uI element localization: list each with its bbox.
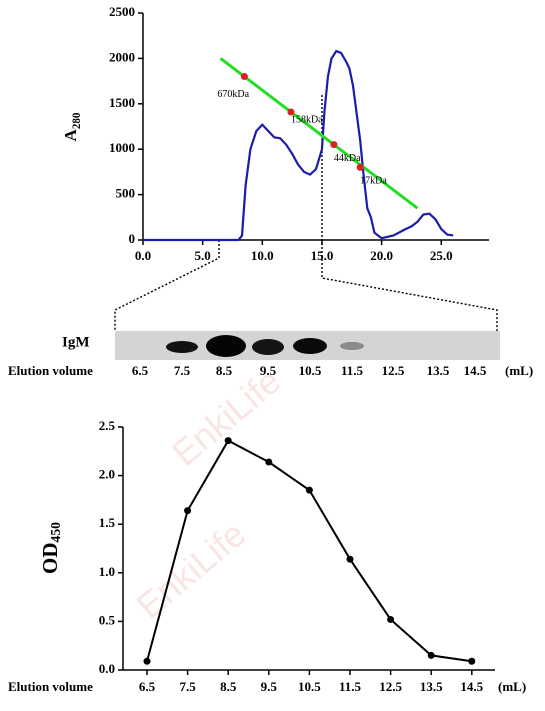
y-axis-label: OD450 bbox=[38, 522, 63, 574]
series-line bbox=[219, 57, 419, 210]
gel-band bbox=[340, 342, 364, 350]
y-axis-label-main: A bbox=[61, 128, 80, 141]
gel-label: IgM bbox=[62, 334, 90, 350]
y-axis-label-sub: 450 bbox=[48, 522, 63, 543]
data-point bbox=[305, 486, 313, 494]
gel-band bbox=[166, 341, 198, 353]
connector bbox=[321, 95, 498, 331]
series-line bbox=[143, 49, 454, 242]
y-tick-label: 2500 bbox=[109, 4, 135, 19]
x-tick-label: 10.5 bbox=[298, 679, 321, 694]
gel-lane-label: 14.5 bbox=[464, 363, 487, 378]
data-point bbox=[387, 615, 395, 623]
gel-x-label: Elution volume bbox=[8, 363, 93, 378]
marker-point bbox=[287, 108, 295, 116]
gel-lane-label: 13.5 bbox=[427, 363, 450, 378]
gel-lane-label: 9.5 bbox=[260, 363, 277, 378]
y-axis-label-sub: 280 bbox=[71, 112, 83, 129]
y-tick-label: 1.0 bbox=[99, 564, 115, 579]
gel-lane-label: 7.5 bbox=[174, 363, 191, 378]
x-tick-label: 11.5 bbox=[339, 679, 362, 694]
y-tick-label: 500 bbox=[116, 186, 136, 201]
y-tick-label: 0 bbox=[129, 231, 136, 246]
marker-point bbox=[330, 141, 338, 149]
x-unit: (mL) bbox=[498, 679, 526, 694]
y-tick-label: 0.0 bbox=[99, 661, 115, 676]
y-tick-label: 0.5 bbox=[99, 612, 116, 627]
gel-band bbox=[206, 335, 246, 357]
x-tick-label: 13.5 bbox=[420, 679, 443, 694]
gel-lane-label: 12.5 bbox=[382, 363, 405, 378]
marker-point bbox=[356, 163, 364, 171]
connector bbox=[114, 240, 220, 331]
data-point bbox=[468, 657, 476, 665]
data-point bbox=[427, 651, 435, 659]
x-tick-label: 14.5 bbox=[460, 679, 483, 694]
x-tick-label: 9.5 bbox=[261, 679, 278, 694]
gel-band bbox=[293, 338, 327, 354]
gel-unit: (mL) bbox=[505, 363, 533, 378]
marker-label: 670kDa bbox=[217, 89, 249, 100]
y-axis-label: A280 bbox=[61, 112, 83, 141]
x-tick-label: 10.0 bbox=[251, 248, 274, 263]
marker-point bbox=[240, 73, 248, 81]
x-tick-label: 20.0 bbox=[370, 248, 393, 263]
x-axis-label: Elution volume bbox=[8, 679, 93, 694]
gel-lane-label: 11.5 bbox=[341, 363, 364, 378]
x-tick-label: 15.0 bbox=[311, 248, 334, 263]
gel-lane-label: 10.5 bbox=[299, 363, 322, 378]
x-tick-label: 8.5 bbox=[220, 679, 237, 694]
marker-label: 44kDa bbox=[334, 153, 361, 164]
data-point bbox=[265, 458, 273, 466]
marker-label: 17kDa bbox=[360, 176, 387, 187]
y-tick-label: 1.5 bbox=[99, 515, 116, 530]
x-tick-label: 6.5 bbox=[139, 679, 156, 694]
data-point bbox=[143, 657, 151, 665]
y-tick-label: 1500 bbox=[109, 95, 135, 110]
x-tick-label: 5.0 bbox=[195, 248, 211, 263]
watermark: EnkiLife bbox=[129, 513, 253, 627]
x-tick-label: 12.5 bbox=[379, 679, 402, 694]
x-tick-label: 0.0 bbox=[135, 248, 151, 263]
gel-lane-label: 6.5 bbox=[132, 363, 149, 378]
data-point bbox=[224, 437, 232, 445]
y-tick-label: 1000 bbox=[109, 140, 135, 155]
y-tick-label: 2.5 bbox=[99, 418, 116, 433]
y-axis-label-main: OD bbox=[38, 542, 62, 574]
x-tick-label: 25.0 bbox=[430, 248, 453, 263]
y-tick-label: 2.0 bbox=[99, 467, 115, 482]
data-point bbox=[184, 507, 192, 515]
data-point bbox=[346, 555, 354, 563]
marker-label: 158kDa bbox=[291, 114, 323, 125]
gel-lane-label: 8.5 bbox=[216, 363, 233, 378]
y-tick-label: 2000 bbox=[109, 49, 135, 64]
x-tick-label: 7.5 bbox=[179, 679, 196, 694]
gel-band bbox=[252, 339, 284, 355]
